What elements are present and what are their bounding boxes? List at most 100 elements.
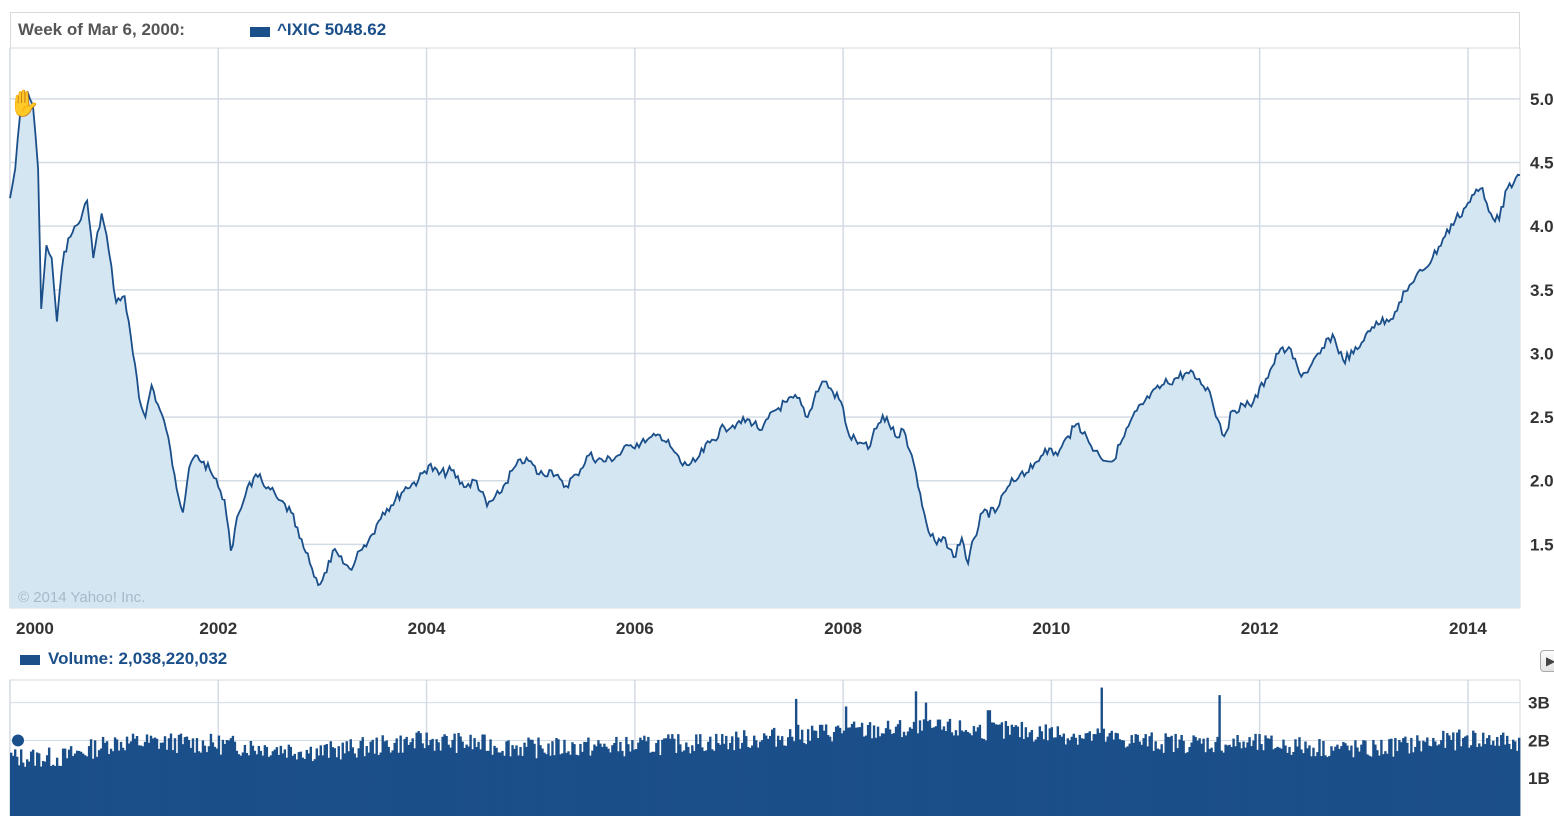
volume-bar xyxy=(1098,732,1101,816)
volume-bar xyxy=(1438,744,1441,816)
volume-bar xyxy=(103,742,107,816)
volume-bar xyxy=(537,737,540,816)
volume-bar xyxy=(243,744,247,816)
volume-bar xyxy=(119,741,123,816)
volume-bar xyxy=(75,750,79,816)
volume-bar xyxy=(307,753,311,816)
volume-bar xyxy=(505,741,508,816)
volume-bar xyxy=(717,743,720,816)
volume-bar xyxy=(483,734,486,816)
volume-bar xyxy=(643,735,646,816)
volume-bar xyxy=(1166,736,1169,816)
volume-bar xyxy=(273,749,277,816)
volume-bar xyxy=(165,749,169,816)
volume-bar xyxy=(599,743,602,816)
volume-bar xyxy=(1014,725,1018,816)
volume-bar xyxy=(1012,726,1016,816)
volume-bar xyxy=(948,718,952,816)
volume-bar xyxy=(153,737,157,816)
price-area xyxy=(10,92,1520,608)
volume-bar xyxy=(1000,722,1004,816)
volume-bar xyxy=(942,726,946,816)
x-tick-label: 2004 xyxy=(408,619,446,638)
volume-bar xyxy=(641,740,644,816)
scroll-right-button[interactable]: ▶ xyxy=(1540,650,1554,672)
volume-bar xyxy=(1094,734,1097,816)
volume-bar xyxy=(271,751,275,816)
volume-bar xyxy=(1428,745,1431,816)
volume-bar xyxy=(55,757,59,816)
volume-bar xyxy=(185,736,189,816)
volume-bar xyxy=(956,735,960,816)
volume-bar xyxy=(669,738,672,816)
volume-bar xyxy=(283,749,287,816)
volume-bar xyxy=(539,745,542,816)
volume-bar xyxy=(1406,742,1409,816)
volume-bar xyxy=(89,739,93,816)
volume-bar xyxy=(872,725,876,816)
volume-bar xyxy=(1142,738,1145,816)
volume-bar xyxy=(221,739,225,816)
volume-bar xyxy=(1262,750,1265,816)
volume-bar xyxy=(325,744,328,816)
volume-bar xyxy=(1334,746,1337,816)
volume-bar xyxy=(774,746,778,816)
volume-bar xyxy=(213,746,217,816)
volume-bar xyxy=(1354,740,1357,816)
volume-bar xyxy=(1400,742,1403,816)
volume-bar xyxy=(1460,746,1463,816)
volume-bar xyxy=(137,745,141,816)
volume-bar xyxy=(581,751,584,816)
volume-bar xyxy=(1232,738,1235,816)
volume-bar xyxy=(820,724,824,816)
volume-bar xyxy=(29,751,33,816)
volume-bar xyxy=(479,749,482,816)
volume-bar xyxy=(1254,733,1257,816)
volume-bar xyxy=(469,734,472,816)
volume-bar xyxy=(299,751,303,816)
volume-bar xyxy=(53,765,57,816)
volume-bar xyxy=(767,738,770,816)
volume-bar xyxy=(611,745,614,816)
volume-bar xyxy=(587,737,590,816)
volume-bar xyxy=(633,749,636,816)
volume-bar xyxy=(99,748,103,816)
volume-bar xyxy=(1252,740,1255,816)
volume-bar xyxy=(629,751,632,816)
volume-bar xyxy=(309,746,312,816)
volume-bar xyxy=(187,740,191,816)
volume-bar xyxy=(1494,745,1497,816)
volume-bar xyxy=(481,734,484,816)
volume-bar xyxy=(69,746,73,816)
volume-bar xyxy=(15,756,19,816)
volume-bar xyxy=(1212,752,1215,816)
volume-bar xyxy=(810,725,814,816)
volume-bar xyxy=(457,732,460,816)
volume-bar xyxy=(233,741,237,816)
volume-bar xyxy=(465,744,468,816)
volume-bar xyxy=(944,731,948,816)
volume-bar xyxy=(1076,744,1079,816)
volume-bar xyxy=(145,734,149,816)
volume-bar xyxy=(952,735,956,816)
volume-bar xyxy=(896,724,900,816)
volume-bar xyxy=(1510,749,1513,816)
volume-bar xyxy=(651,751,654,816)
volume-bar xyxy=(844,706,848,816)
copyright-text: © 2014 Yahoo! Inc. xyxy=(18,589,145,606)
volume-bar xyxy=(583,741,586,816)
x-tick-label: 2014 xyxy=(1449,619,1487,638)
volume-bar xyxy=(886,720,890,816)
volume-bar xyxy=(681,751,684,816)
volume-bar xyxy=(1338,748,1341,816)
volume-bar xyxy=(503,755,506,816)
volume-bar xyxy=(231,735,235,816)
volume-bar xyxy=(367,752,370,816)
volume-bar xyxy=(1124,747,1127,816)
volume-bar xyxy=(1362,740,1365,816)
volume-bar xyxy=(375,737,378,816)
volume-bar xyxy=(1380,739,1383,816)
volume-bar xyxy=(67,749,71,816)
volume-bar xyxy=(343,753,346,816)
